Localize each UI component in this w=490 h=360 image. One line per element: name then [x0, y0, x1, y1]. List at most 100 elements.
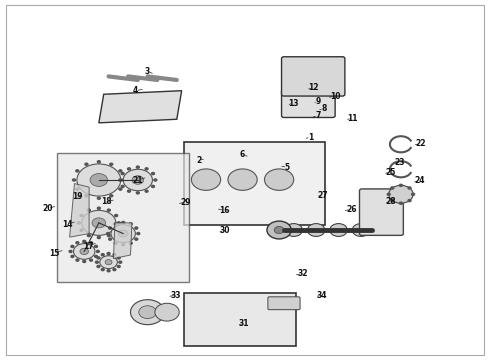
- Circle shape: [267, 221, 291, 239]
- Text: 22: 22: [415, 139, 426, 148]
- Circle shape: [107, 252, 110, 255]
- Circle shape: [122, 221, 124, 224]
- Circle shape: [98, 161, 100, 163]
- Circle shape: [90, 242, 93, 244]
- Circle shape: [95, 246, 98, 248]
- Circle shape: [101, 269, 104, 271]
- Text: 1: 1: [308, 132, 314, 141]
- Circle shape: [117, 257, 120, 259]
- Circle shape: [118, 230, 128, 237]
- Text: 15: 15: [49, 249, 59, 258]
- Text: 16: 16: [220, 206, 230, 215]
- Text: 20: 20: [43, 204, 53, 213]
- Circle shape: [90, 174, 108, 186]
- Circle shape: [71, 255, 74, 257]
- Circle shape: [119, 261, 122, 263]
- Circle shape: [121, 185, 124, 188]
- Circle shape: [121, 172, 124, 175]
- Circle shape: [110, 195, 113, 197]
- Circle shape: [265, 169, 294, 190]
- Circle shape: [98, 207, 100, 209]
- Circle shape: [95, 255, 98, 257]
- Text: 6: 6: [240, 150, 245, 159]
- Circle shape: [97, 257, 100, 259]
- Circle shape: [82, 210, 116, 235]
- Circle shape: [109, 227, 112, 229]
- Text: 9: 9: [316, 97, 321, 106]
- Circle shape: [123, 169, 152, 191]
- Circle shape: [387, 193, 390, 195]
- Circle shape: [127, 168, 130, 170]
- Circle shape: [119, 170, 122, 172]
- Polygon shape: [99, 91, 182, 123]
- Circle shape: [85, 195, 88, 197]
- Circle shape: [97, 250, 99, 252]
- Circle shape: [155, 303, 179, 321]
- Circle shape: [307, 224, 325, 237]
- Text: 4: 4: [133, 86, 138, 95]
- Text: 11: 11: [347, 114, 357, 123]
- Circle shape: [98, 237, 100, 239]
- Circle shape: [119, 188, 122, 190]
- Circle shape: [145, 168, 148, 170]
- Circle shape: [113, 269, 116, 271]
- Circle shape: [154, 179, 157, 181]
- Text: 30: 30: [220, 226, 230, 235]
- Circle shape: [114, 242, 117, 244]
- Circle shape: [408, 187, 411, 189]
- Circle shape: [85, 163, 88, 165]
- Circle shape: [83, 240, 86, 243]
- Circle shape: [107, 270, 110, 272]
- Circle shape: [77, 222, 80, 224]
- Circle shape: [97, 265, 100, 267]
- FancyBboxPatch shape: [360, 189, 403, 235]
- Circle shape: [90, 259, 93, 261]
- Circle shape: [80, 215, 83, 217]
- Circle shape: [69, 250, 72, 252]
- Circle shape: [83, 260, 86, 262]
- Circle shape: [76, 242, 79, 244]
- Circle shape: [136, 192, 139, 194]
- Circle shape: [80, 248, 89, 255]
- Text: 8: 8: [321, 104, 327, 113]
- Circle shape: [399, 184, 402, 186]
- Text: 23: 23: [394, 158, 405, 167]
- Circle shape: [122, 244, 124, 246]
- Text: 18: 18: [101, 197, 111, 206]
- Circle shape: [73, 179, 75, 181]
- Circle shape: [151, 185, 154, 188]
- Circle shape: [76, 259, 79, 261]
- Text: 5: 5: [285, 163, 290, 172]
- Circle shape: [132, 176, 144, 184]
- Text: 10: 10: [330, 91, 341, 100]
- Circle shape: [228, 169, 257, 190]
- Circle shape: [74, 244, 95, 259]
- Circle shape: [145, 190, 148, 192]
- Circle shape: [408, 199, 411, 202]
- Circle shape: [107, 209, 110, 211]
- Circle shape: [71, 246, 74, 248]
- Circle shape: [137, 233, 140, 235]
- Circle shape: [119, 179, 122, 181]
- Text: 31: 31: [239, 319, 249, 328]
- Circle shape: [330, 224, 347, 237]
- Circle shape: [151, 172, 154, 175]
- Circle shape: [117, 222, 120, 224]
- Text: 19: 19: [72, 192, 82, 201]
- Circle shape: [100, 256, 117, 269]
- Circle shape: [87, 209, 90, 211]
- Circle shape: [129, 223, 132, 225]
- Circle shape: [352, 224, 370, 237]
- Circle shape: [391, 187, 394, 189]
- Circle shape: [389, 185, 413, 203]
- Circle shape: [98, 197, 100, 199]
- Text: 2: 2: [196, 156, 201, 165]
- FancyBboxPatch shape: [184, 293, 296, 346]
- Circle shape: [96, 261, 98, 263]
- Circle shape: [92, 218, 106, 228]
- Circle shape: [107, 233, 110, 235]
- Circle shape: [101, 254, 104, 256]
- Text: 34: 34: [317, 291, 327, 300]
- Text: 33: 33: [171, 291, 181, 300]
- Text: 7: 7: [316, 111, 321, 120]
